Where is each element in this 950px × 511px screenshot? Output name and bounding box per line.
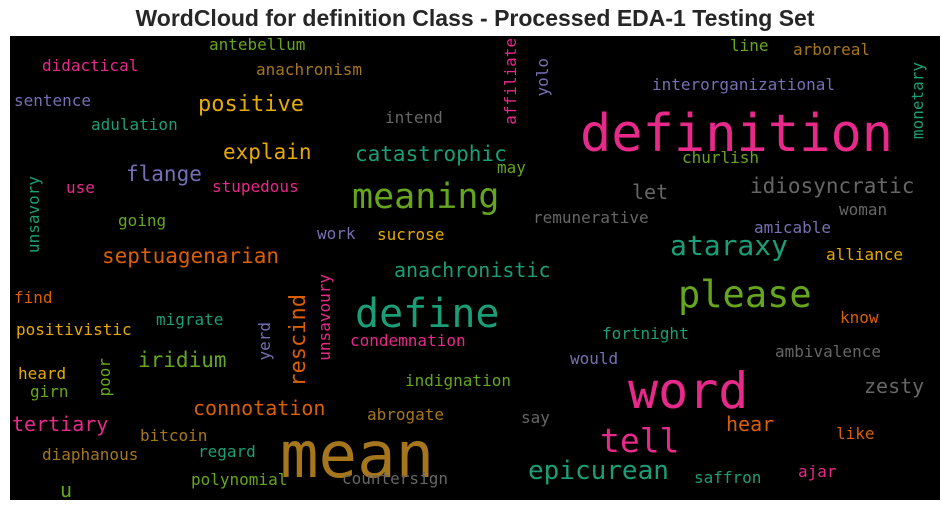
word-ataraxy: ataraxy [670,229,789,262]
word-regard: regard [198,442,256,461]
word-churlish: churlish [682,148,760,167]
wordcloud-canvas: definition mean word define please meaning tel… [10,36,940,500]
word-woman: woman [839,200,888,219]
word-connotation: connotation [193,396,326,420]
word-alliance: alliance [826,245,904,264]
word-yolo: yolo [533,58,552,97]
chart-title: WordCloud for definition Class - Process… [135,5,815,31]
word-zesty: zesty [864,374,925,398]
word-may: may [497,158,526,177]
word-define: define [355,291,500,337]
word-polynomial: polynomial [191,470,288,489]
word-affiliate: affiliate [501,38,520,125]
word-say: say [521,408,550,427]
word-mean: mean [280,419,435,493]
word-use: use [66,178,95,197]
word-let: let [632,180,669,204]
word-word: word [628,362,749,420]
word-meaning: meaning [352,177,500,217]
word-saffron: saffron [694,468,762,487]
word-adulation: adulation [91,115,178,134]
word-unsavoury: unsavoury [315,274,334,361]
word-anachronistic: anachronistic [394,258,551,282]
word-please: please [678,273,812,316]
word-sentence: sentence [14,91,92,110]
word-bitcoin: bitcoin [140,426,208,445]
word-positivistic: positivistic [16,320,132,339]
word-would: would [570,349,619,368]
word-explain: explain [223,140,312,164]
word-amicable: amicable [754,218,832,237]
word-know: know [840,308,879,327]
word-arboreal: arboreal [793,40,871,59]
word-girn: girn [30,382,69,401]
word-remunerative: remunerative [533,208,649,227]
word-diaphanous: diaphanous [42,445,139,464]
word-tell: tell [600,421,680,460]
word-countersign: countersign [342,469,448,488]
word-line: line [730,36,769,55]
word-interorganizational: interorganizational [652,75,836,94]
word-unsavory: unsavory [24,176,43,254]
word-condemnation: condemnation [350,331,466,350]
word-going: going [118,211,167,230]
word-fortnight: fortnight [602,324,689,343]
word-stupedous: stupedous [212,177,299,196]
word-rescind: rescind [286,294,311,387]
word-septuagenarian: septuagenarian [102,244,280,268]
word-tertiary: tertiary [12,412,109,436]
word-sucrose: sucrose [377,225,445,244]
word-ambivalence: ambivalence [775,342,881,361]
word-catastrophic: catastrophic [355,142,507,166]
word-migrate: migrate [156,310,224,329]
word-like: like [836,424,875,443]
word-yerd: yerd [255,322,274,361]
word-anachronism: anachronism [256,60,362,79]
word-u: u [60,478,73,500]
word-antebellum: antebellum [209,36,306,54]
word-intend: intend [385,108,443,127]
word-find: find [14,288,53,307]
word-positive: positive [198,92,304,117]
word-iridium: iridium [138,348,227,372]
word-idiosyncratic: idiosyncratic [750,174,915,198]
word-abrogate: abrogate [367,405,445,424]
word-poor: poor [95,358,114,397]
word-heard: heard [18,364,67,383]
word-ajar: ajar [798,462,837,481]
word-epicurean: epicurean [528,456,669,486]
word-work: work [317,224,356,243]
word-indignation: indignation [405,371,511,390]
word-didactical: didactical [42,56,139,75]
word-hear: hear [726,412,775,436]
word-flange: flange [126,162,202,186]
word-definition: definition [580,104,894,164]
word-monetary: monetary [908,62,927,140]
